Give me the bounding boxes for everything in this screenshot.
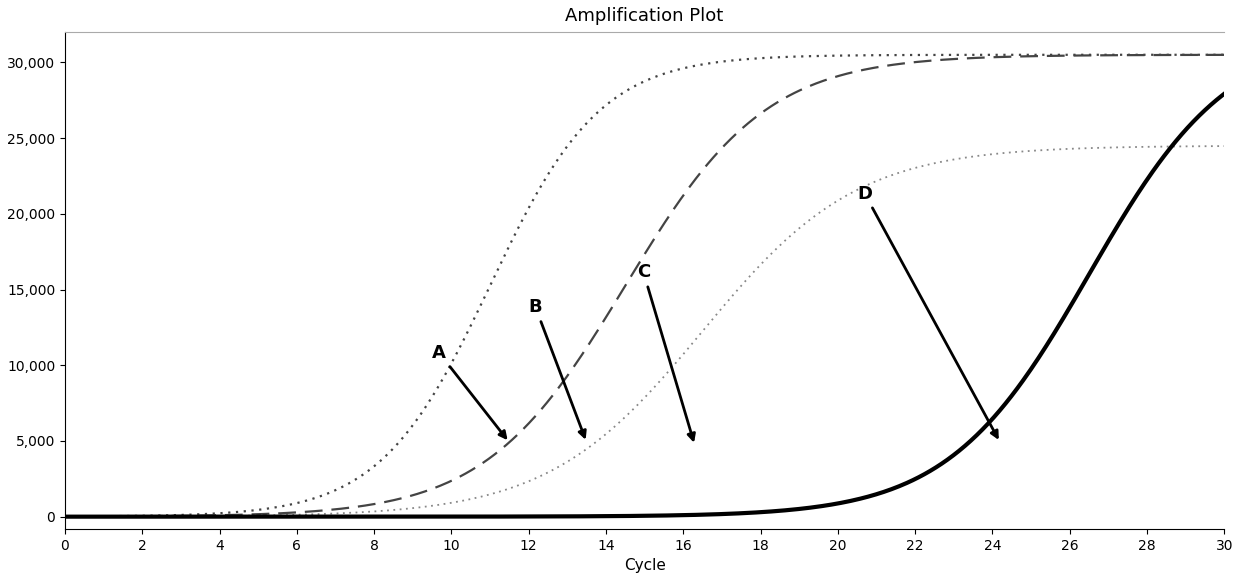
X-axis label: Cycle: Cycle bbox=[624, 558, 666, 573]
Text: B: B bbox=[528, 298, 585, 437]
Text: A: A bbox=[432, 344, 506, 438]
Title: Amplification Plot: Amplification Plot bbox=[565, 7, 724, 25]
Text: C: C bbox=[637, 263, 694, 440]
Text: D: D bbox=[857, 184, 997, 437]
